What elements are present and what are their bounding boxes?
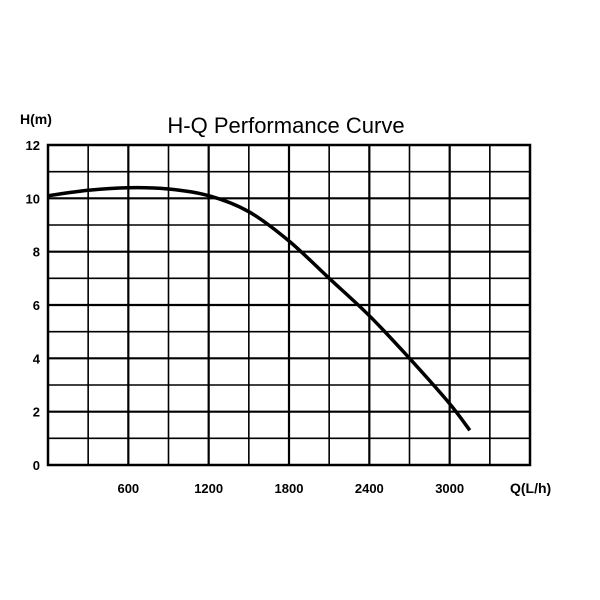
- y-axis-label: H(m): [20, 111, 52, 127]
- y-tick-label-6: 6: [33, 298, 40, 313]
- series-layer: [47, 185, 472, 432]
- x-tick-label-1200: 1200: [194, 481, 223, 496]
- x-tick-labels: 600 1200 1800 2400 3000: [117, 481, 464, 496]
- y-tick-label-12: 12: [26, 138, 40, 153]
- chart-title: H-Q Performance Curve: [167, 113, 404, 138]
- plot-frame: [46, 143, 532, 467]
- x-tick-label-3000: 3000: [435, 481, 464, 496]
- y-tick-label-8: 8: [33, 245, 40, 260]
- grid: [48, 145, 530, 465]
- x-tick-label-600: 600: [117, 481, 139, 496]
- x-tick-label-2400: 2400: [355, 481, 384, 496]
- x-axis-label: Q(L/h): [510, 480, 551, 496]
- y-tick-label-4: 4: [33, 351, 41, 366]
- y-tick-label-0: 0: [33, 458, 40, 473]
- y-tick-label-2: 2: [33, 405, 40, 420]
- hq-curve-line-0: [47, 185, 472, 432]
- y-tick-labels: 0 2 4 6 8 10 12: [26, 138, 41, 473]
- y-tick-label-10: 10: [26, 191, 40, 206]
- x-tick-label-1800: 1800: [275, 481, 304, 496]
